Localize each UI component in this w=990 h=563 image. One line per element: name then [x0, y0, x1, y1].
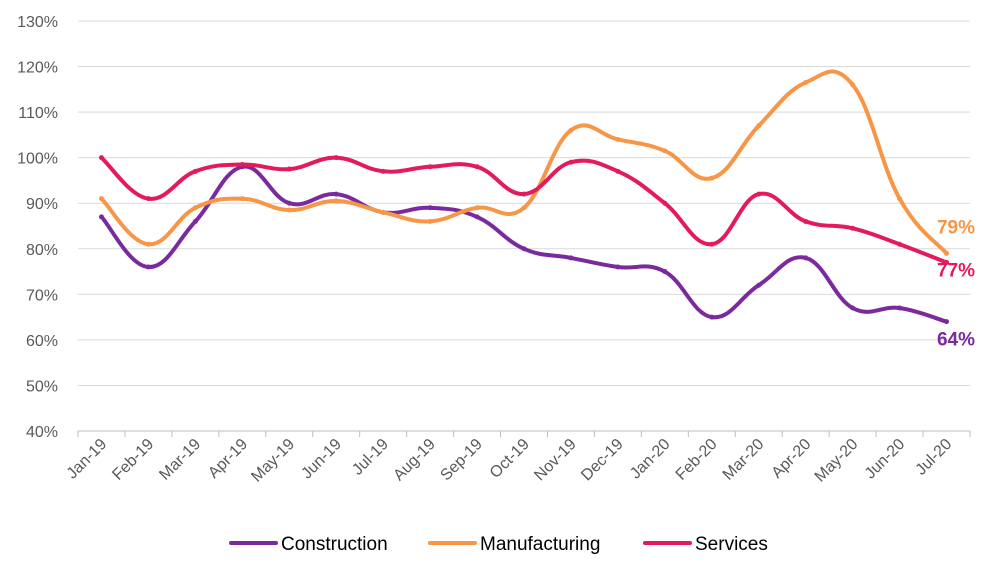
data-point-construction: [615, 264, 621, 270]
y-tick-label: 100%: [17, 151, 58, 168]
data-point-manufacturing: [803, 80, 809, 85]
data-point-services: [333, 155, 339, 161]
end-label-construction: 64%: [937, 330, 975, 351]
y-tick-label: 50%: [26, 378, 58, 395]
data-point-construction: [897, 305, 903, 311]
data-point-services: [803, 218, 809, 224]
x-tick-label: Apr-19: [205, 436, 251, 482]
data-point-services: [427, 164, 433, 170]
x-tick-label: Jan-19: [64, 436, 111, 483]
data-point-services: [568, 159, 574, 165]
x-tick-label: Jun-20: [862, 436, 909, 483]
x-tick-label: Jan-20: [627, 436, 674, 483]
y-tick-label: 70%: [26, 287, 58, 304]
data-point-manufacturing: [333, 198, 339, 204]
data-point-construction: [662, 269, 668, 275]
data-point-construction: [850, 305, 856, 311]
data-point-services: [239, 162, 245, 167]
series-lines: [98, 69, 950, 325]
data-point-services: [286, 166, 292, 172]
data-point-manufacturing: [286, 207, 292, 213]
legend-label-manufacturing: Manufacturing: [480, 534, 600, 555]
data-point-services: [709, 241, 715, 247]
x-tick-label: May-20: [812, 436, 862, 486]
data-point-construction: [709, 314, 715, 320]
data-point-manufacturing: [98, 196, 104, 202]
x-tick-label: Aug-19: [390, 436, 439, 485]
data-point-manufacturing: [474, 205, 480, 211]
x-tick-label: Sep-19: [437, 436, 486, 485]
data-point-construction: [944, 319, 950, 325]
x-tick-label: Mar-20: [720, 436, 768, 484]
x-tick-label: May-19: [248, 436, 298, 486]
x-tick-label: Jun-19: [298, 436, 345, 483]
data-point-services: [756, 191, 762, 197]
data-point-construction: [98, 214, 104, 220]
data-point-manufacturing: [427, 218, 433, 224]
data-point-services: [662, 200, 668, 206]
x-tick-label: Dec-19: [578, 436, 627, 485]
y-tick-label: 40%: [26, 424, 58, 441]
data-point-manufacturing: [145, 241, 151, 247]
data-point-services: [380, 168, 386, 174]
data-point-construction: [286, 200, 292, 206]
data-point-construction: [474, 214, 480, 220]
x-tick-label: Apr-20: [769, 436, 815, 482]
data-point-services: [145, 196, 151, 202]
series-line-construction: [99, 164, 949, 324]
data-point-services: [897, 241, 903, 247]
data-point-construction: [145, 264, 151, 270]
legend: Construction Manufacturing Services: [229, 534, 768, 555]
data-point-construction: [333, 191, 339, 197]
y-tick-label: 90%: [26, 196, 58, 213]
data-point-manufacturing: [709, 175, 715, 181]
data-point-construction: [756, 282, 762, 288]
y-tick-label: 120%: [17, 60, 58, 77]
data-point-services: [192, 168, 198, 174]
data-point-services: [944, 259, 950, 265]
legend-label-construction: Construction: [281, 534, 388, 555]
data-point-manufacturing: [615, 136, 621, 142]
data-point-construction: [521, 246, 527, 252]
data-point-manufacturing: [192, 205, 198, 211]
end-label-manufacturing: 79%: [937, 217, 975, 238]
data-point-manufacturing: [756, 123, 762, 129]
y-tick-label: 60%: [26, 333, 58, 350]
y-tick-label: 110%: [18, 105, 58, 122]
x-tick-label: Mar-19: [156, 436, 204, 484]
data-point-services: [521, 191, 527, 197]
data-point-manufacturing: [568, 127, 574, 133]
data-point-construction: [427, 205, 433, 211]
data-point-services: [615, 168, 621, 174]
legend-label-services: Services: [695, 534, 768, 555]
data-point-construction: [568, 255, 574, 261]
x-tick-label: Oct-19: [487, 436, 533, 482]
x-tick-label: Feb-20: [673, 436, 721, 484]
data-point-construction: [803, 255, 809, 261]
y-tick-label: 80%: [26, 242, 58, 259]
data-point-construction: [192, 218, 198, 224]
y-tick-label: 130%: [17, 14, 58, 31]
data-point-manufacturing: [662, 148, 668, 154]
x-tick-label: Jul-20: [913, 436, 956, 479]
y-axis: 40% 50% 60% 70% 80% 90% 100% 110% 120% 130%: [17, 14, 58, 441]
x-tick-label: Jul-19: [349, 436, 392, 479]
data-point-manufacturing: [521, 205, 527, 211]
data-point-manufacturing: [380, 209, 386, 215]
data-point-services: [474, 164, 480, 170]
data-point-manufacturing: [239, 196, 245, 202]
data-point-services: [850, 225, 856, 231]
end-label-services: 77%: [937, 260, 975, 281]
data-point-manufacturing: [850, 82, 856, 88]
data-point-services: [98, 155, 104, 161]
data-point-manufacturing: [897, 196, 903, 202]
x-tick-label: Nov-19: [531, 436, 580, 485]
x-tick-label: Feb-19: [109, 436, 157, 484]
data-point-manufacturing: [944, 250, 950, 256]
end-labels: 64% 79% 77%: [937, 217, 975, 350]
